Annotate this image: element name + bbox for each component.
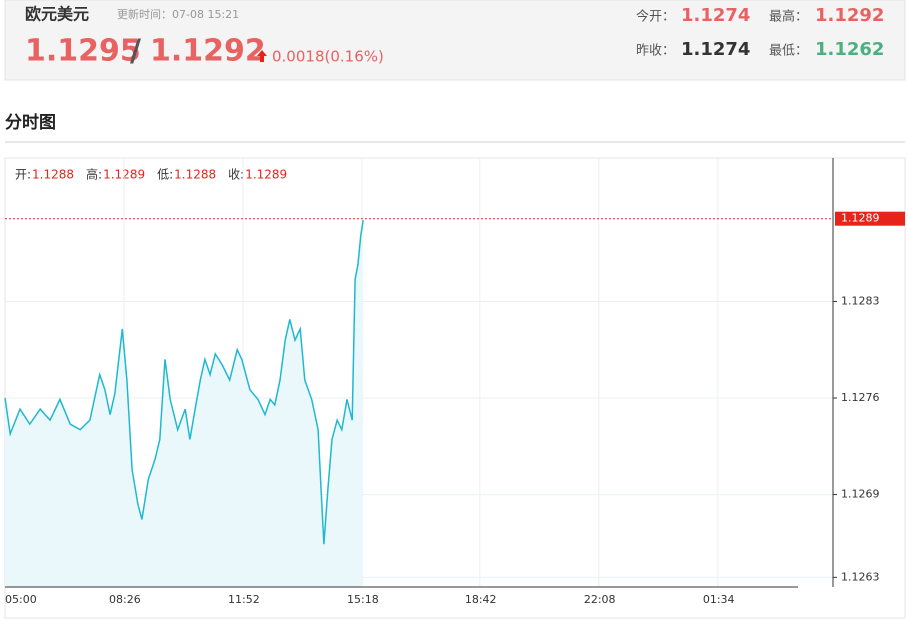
ask: 1.1292	[150, 34, 266, 69]
info-label: 低:	[157, 168, 173, 182]
price-line	[4, 219, 364, 545]
info-value: 1.1288	[174, 168, 216, 182]
info-label: 收:	[228, 168, 244, 182]
info-label: 开:	[15, 168, 31, 182]
title: 欧元美元	[25, 5, 89, 24]
x-tick-label: 01:34	[703, 593, 735, 606]
stat-value: 1.1274	[681, 5, 750, 26]
info-label: 高:	[86, 167, 102, 182]
y-tick-label: 1.1283	[841, 294, 880, 307]
info-value: 1.1288	[32, 168, 74, 182]
x-tick-label: 15:18	[347, 593, 379, 606]
separator: /	[130, 34, 141, 69]
change: 0.0018(0.16%)	[272, 48, 384, 66]
stat-label: 昨收：	[636, 44, 675, 59]
area	[5, 220, 364, 587]
stat-label: 最低：	[769, 44, 808, 59]
stat-label: 最高：	[769, 9, 808, 25]
up-arrow	[257, 50, 267, 62]
info-value: 1.1289	[245, 168, 287, 182]
stat-value: 1.1274	[681, 39, 750, 60]
y-tick-label: 1.1269	[841, 488, 880, 501]
current-box	[835, 211, 905, 226]
stat-value: 1.1292	[815, 5, 884, 26]
chart-frame	[4, 157, 906, 619]
stat-label: 今开：	[636, 9, 675, 25]
x-tick-label: 22:08	[584, 593, 616, 606]
section-title: 分时图	[5, 113, 56, 133]
y-tick-label: 1.1276	[841, 391, 880, 404]
x-tick-label: 08:26	[109, 593, 141, 606]
stat-value: 1.1262	[815, 39, 884, 60]
update-time: 更新时间：07-08 15:21	[117, 7, 239, 21]
x-tick-label: 18:42	[465, 593, 497, 606]
bid: 1.1295	[25, 34, 141, 69]
y-tick-label: 1.1263	[841, 570, 880, 583]
current-label: 1.1289	[841, 212, 880, 225]
header-panel	[4, 0, 906, 81]
x-tick-label: 05:00	[5, 593, 37, 606]
x-tick-label: 11:52	[228, 593, 260, 606]
